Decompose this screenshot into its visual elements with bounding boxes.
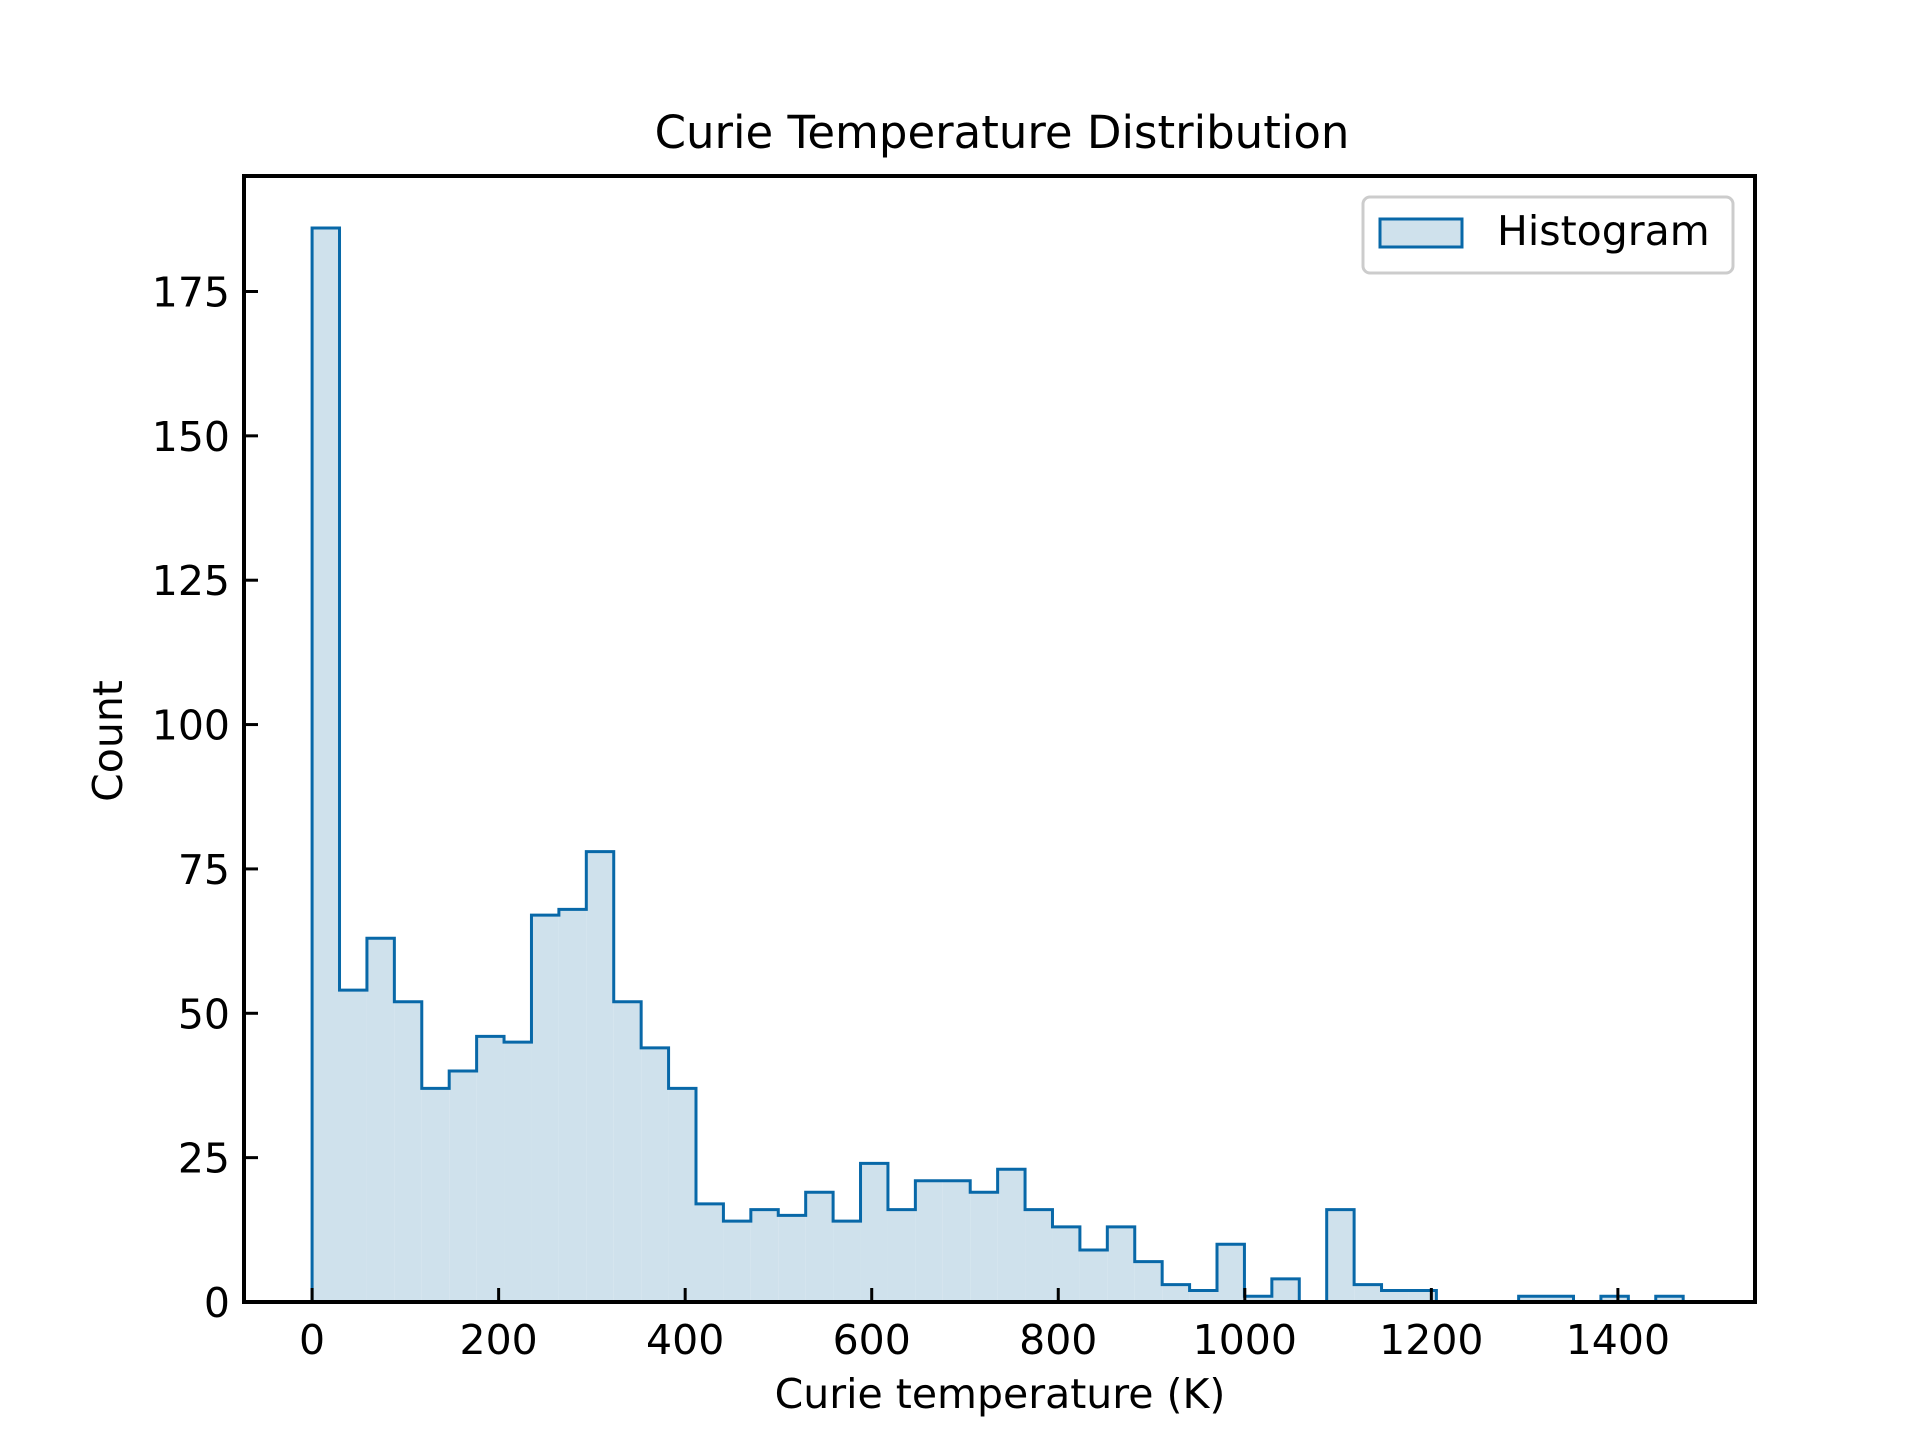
- histogram-bar: [641, 1047, 669, 1302]
- histogram-bar: [668, 1088, 696, 1302]
- histogram-bar: [942, 1180, 971, 1302]
- histogram-bar: [1354, 1284, 1382, 1302]
- plot-area: [310, 226, 1685, 1304]
- histogram-bar: [531, 915, 559, 1302]
- histogram-bar: [1271, 1278, 1300, 1302]
- x-tick-label: 1400: [1566, 1316, 1670, 1364]
- histogram-bar: [723, 1221, 751, 1302]
- histogram-bar: [887, 1209, 916, 1302]
- legend-label: Histogram: [1497, 207, 1710, 255]
- y-tick-label: 125: [152, 557, 230, 605]
- histogram-bar: [339, 990, 367, 1302]
- histogram-bar: [695, 1203, 724, 1302]
- histogram-bar: [1134, 1261, 1163, 1302]
- histogram-bar: [1546, 1296, 1574, 1302]
- legend-box: [1361, 195, 1735, 275]
- y-tick-label: 50: [178, 990, 230, 1038]
- histogram-bar: [970, 1192, 998, 1302]
- histogram-bar: [833, 1221, 861, 1302]
- histogram-bar: [613, 1001, 642, 1302]
- x-tick-label: 1000: [1193, 1316, 1297, 1364]
- histogram-bar: [449, 1071, 477, 1302]
- x-tick-label: 200: [459, 1316, 537, 1364]
- histogram-bar: [504, 1042, 532, 1302]
- x-tick-label: 600: [833, 1316, 911, 1364]
- y-tick-label: 150: [152, 413, 230, 461]
- x-tick-label: 1200: [1379, 1316, 1483, 1364]
- x-axis-label: Curie temperature (K): [775, 1370, 1226, 1418]
- histogram-bar: [1079, 1250, 1108, 1302]
- histogram-bar: [1107, 1226, 1135, 1302]
- y-axis: 0 25 50 75 100 125 150 175: [152, 268, 258, 1327]
- x-tick-label: 400: [646, 1316, 724, 1364]
- histogram-bar: [394, 1001, 422, 1302]
- y-tick-label: 25: [178, 1135, 230, 1183]
- x-tick-label: 0: [299, 1316, 325, 1364]
- histogram-bar: [997, 1169, 1026, 1302]
- x-axis: 0 200 400 600 800 1000 1200 1400: [299, 1288, 1670, 1364]
- histogram-bar: [1217, 1244, 1245, 1302]
- histogram-bar: [312, 227, 340, 1302]
- y-tick-label: 175: [152, 268, 230, 316]
- histogram-bar: [421, 1088, 450, 1302]
- histogram-bar: [1189, 1290, 1218, 1302]
- y-axis-label: Count: [84, 680, 132, 802]
- legend-swatch: [1378, 217, 1464, 249]
- histogram-bar: [778, 1215, 806, 1302]
- histogram-bar: [1162, 1284, 1190, 1302]
- histogram-bar: [366, 938, 395, 1302]
- histogram-bar: [1600, 1296, 1629, 1302]
- x-tick-label: 800: [1019, 1316, 1097, 1364]
- histogram-bar: [1244, 1296, 1272, 1302]
- histogram-step-outline: [310, 226, 1685, 1304]
- histogram-bar: [558, 909, 587, 1302]
- y-tick-label: 0: [204, 1279, 230, 1327]
- y-tick-label: 100: [152, 702, 230, 750]
- histogram-bar: [1326, 1209, 1355, 1302]
- plot-frame: [242, 174, 1757, 1304]
- histogram-bar: [1655, 1296, 1684, 1302]
- histogram-bar: [750, 1209, 779, 1302]
- histogram-bar: [1025, 1209, 1053, 1302]
- histogram-bar: [1052, 1226, 1080, 1302]
- histogram-bar: [1518, 1296, 1547, 1302]
- histogram-bar: [805, 1192, 834, 1302]
- y-tick-label: 75: [178, 846, 230, 894]
- histogram-bar: [860, 1163, 888, 1302]
- histogram-bar: [1408, 1290, 1437, 1302]
- histogram-bar: [476, 1036, 505, 1302]
- histogram-bar: [915, 1180, 943, 1302]
- histogram-bar: [586, 851, 614, 1302]
- histogram-bar: [1381, 1290, 1409, 1302]
- chart-title: Curie Temperature Distribution: [655, 106, 1350, 159]
- legend: Histogram: [1361, 195, 1735, 275]
